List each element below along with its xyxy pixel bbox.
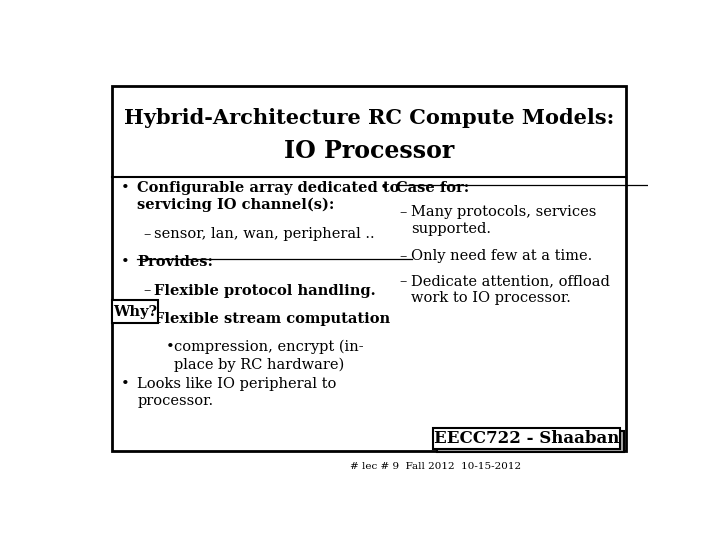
Text: –: –	[143, 284, 150, 298]
Text: Hybrid-Architecture RC Compute Models:: Hybrid-Architecture RC Compute Models:	[124, 107, 614, 127]
Text: compression, encrypt (in-
place by RC hardware): compression, encrypt (in- place by RC ha…	[174, 340, 364, 372]
Text: Provides:: Provides:	[138, 255, 213, 269]
Text: EECC722 - Shaaban: EECC722 - Shaaban	[433, 430, 619, 447]
Text: –: –	[400, 274, 407, 288]
Text: IO Processor: IO Processor	[284, 139, 454, 164]
Text: •: •	[380, 181, 389, 195]
Text: Case for:: Case for:	[396, 181, 469, 195]
FancyBboxPatch shape	[437, 431, 624, 453]
Text: Configurable array dedicated to
servicing IO channel(s):: Configurable array dedicated to servicin…	[138, 181, 400, 212]
Text: •: •	[121, 181, 130, 195]
FancyBboxPatch shape	[433, 428, 620, 449]
Text: Looks like IO peripheral to
processor.: Looks like IO peripheral to processor.	[138, 377, 337, 408]
Text: –: –	[400, 205, 407, 219]
Text: Flexible stream computation: Flexible stream computation	[154, 312, 390, 326]
Text: –: –	[400, 249, 407, 262]
Text: •: •	[121, 255, 130, 269]
Text: –: –	[143, 227, 150, 241]
Text: # lec # 9  Fall 2012  10-15-2012: # lec # 9 Fall 2012 10-15-2012	[351, 462, 521, 470]
Text: sensor, lan, wan, peripheral ..: sensor, lan, wan, peripheral ..	[154, 227, 375, 241]
FancyBboxPatch shape	[112, 85, 626, 451]
Text: –: –	[143, 312, 150, 326]
Text: Flexible protocol handling.: Flexible protocol handling.	[154, 284, 376, 298]
Text: Why?: Why?	[113, 305, 157, 319]
Text: Many protocols, services
supported.: Many protocols, services supported.	[411, 205, 596, 236]
Text: Only need few at a time.: Only need few at a time.	[411, 249, 592, 262]
Text: •: •	[166, 340, 174, 354]
FancyBboxPatch shape	[112, 300, 158, 323]
Text: Dedicate attention, offload
work to IO processor.: Dedicate attention, offload work to IO p…	[411, 274, 610, 305]
Text: •: •	[121, 377, 130, 392]
